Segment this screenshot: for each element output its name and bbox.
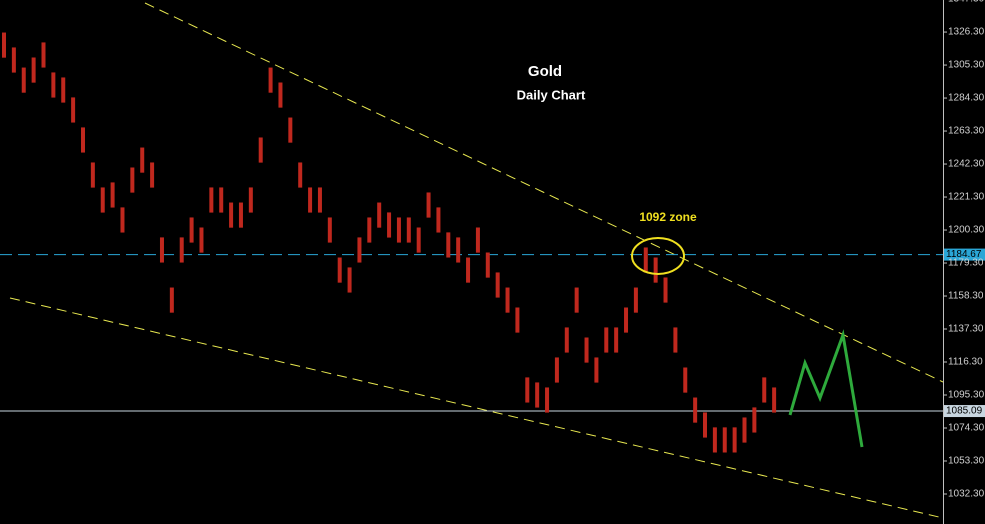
level-label-box bbox=[944, 405, 985, 418]
upper-trendline bbox=[144, 2, 944, 383]
y-axis-ticks: 1347.30 1326.30 1305.30 1284.30 1263.30 1242.… bbox=[943, 0, 985, 500]
levels: 1184.67 1085.09 bbox=[0, 248, 985, 418]
y-tick-label: 1116.30 bbox=[948, 357, 983, 368]
y-tick-label: 1263.30 bbox=[948, 126, 985, 137]
y-tick-label: 1053.30 bbox=[948, 456, 985, 467]
y-tick-label: 1347.30 bbox=[948, 0, 985, 5]
y-tick-label: 1158.30 bbox=[948, 291, 984, 302]
projection bbox=[788, 329, 864, 448]
zone-circle bbox=[631, 237, 685, 275]
y-tick-label: 1179.30 bbox=[948, 258, 984, 269]
y-tick-label: 1095.30 bbox=[948, 390, 985, 401]
chart-title: Gold bbox=[528, 63, 562, 80]
price-bars bbox=[2, 32, 777, 453]
level-label: 1184.67 bbox=[946, 249, 982, 260]
chart-subtitle: Daily Chart bbox=[517, 87, 586, 102]
level-label: 1085.09 bbox=[946, 406, 983, 417]
y-tick-label: 1200.30 bbox=[948, 225, 985, 236]
level-label-box bbox=[944, 248, 985, 261]
y-tick-label: 1074.30 bbox=[948, 423, 985, 434]
y-tick-label: 1305.30 bbox=[948, 60, 985, 71]
y-tick-label: 1284.30 bbox=[948, 93, 985, 104]
annotation: 1092 zone bbox=[639, 210, 697, 224]
y-tick-label: 1326.30 bbox=[948, 27, 985, 38]
y-tick-label: 1221.30 bbox=[948, 192, 985, 203]
y-tick-label: 1242.30 bbox=[948, 159, 985, 170]
y-tick-label: 1032.30 bbox=[948, 489, 985, 500]
y-tick-label: 1137.30 bbox=[948, 324, 984, 335]
